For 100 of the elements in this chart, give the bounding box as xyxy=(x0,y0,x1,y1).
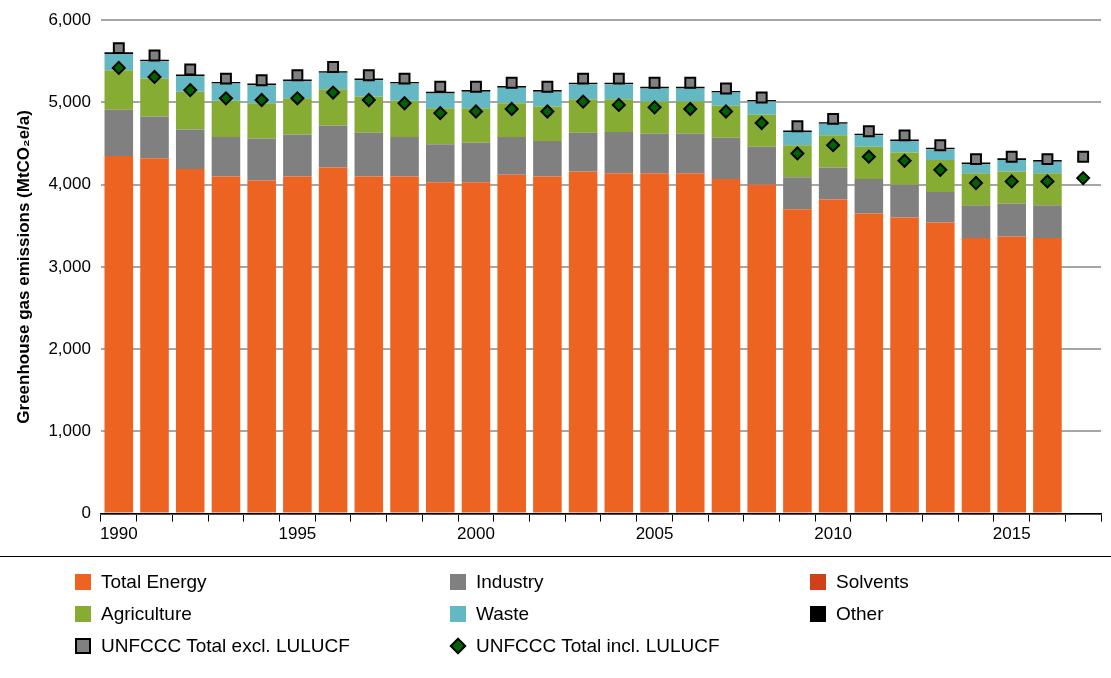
bar xyxy=(425,108,455,145)
point xyxy=(755,91,768,104)
point xyxy=(862,125,875,138)
point xyxy=(611,97,626,112)
point xyxy=(505,76,518,89)
bar xyxy=(354,176,384,513)
bar xyxy=(175,169,205,513)
point xyxy=(326,85,341,100)
bar xyxy=(247,103,276,139)
bar xyxy=(711,178,741,513)
point xyxy=(718,104,733,119)
bar xyxy=(425,93,455,109)
x-tick-label: 2015 xyxy=(992,524,1031,544)
bar xyxy=(425,144,455,183)
bar xyxy=(533,176,562,513)
bar xyxy=(568,132,598,172)
point xyxy=(647,100,662,115)
point xyxy=(468,104,483,119)
bar xyxy=(640,173,669,513)
legend-label: Waste xyxy=(476,603,530,625)
bar xyxy=(140,158,169,513)
point xyxy=(470,80,482,93)
point xyxy=(362,69,375,82)
point xyxy=(434,80,447,93)
point xyxy=(291,69,304,82)
bar xyxy=(140,116,169,159)
bar xyxy=(640,88,669,102)
bar xyxy=(961,205,991,239)
legend-label: Total Energy xyxy=(101,571,207,593)
bar xyxy=(1033,238,1062,513)
y-tick-label: 1,000 xyxy=(48,421,91,441)
bar xyxy=(318,72,348,90)
bar xyxy=(711,137,741,179)
bar xyxy=(318,125,348,168)
bar xyxy=(747,146,776,185)
bar xyxy=(318,167,348,513)
point xyxy=(1005,150,1018,163)
point xyxy=(898,129,911,142)
point xyxy=(220,72,232,85)
bar xyxy=(604,173,634,513)
bar xyxy=(890,184,919,218)
bar xyxy=(997,236,1026,513)
x-tick-label: 1990 xyxy=(99,524,138,544)
point xyxy=(683,102,698,117)
bar xyxy=(461,108,491,143)
bar xyxy=(211,136,241,177)
point xyxy=(791,120,804,133)
bar xyxy=(497,136,526,175)
point xyxy=(1040,174,1055,189)
bar xyxy=(390,83,419,101)
point xyxy=(290,91,305,106)
legend-label: Solvents xyxy=(836,571,909,593)
point xyxy=(934,139,947,152)
point xyxy=(648,76,661,89)
bar xyxy=(818,167,848,200)
y-tick-label: 2,000 xyxy=(48,338,91,358)
point xyxy=(754,115,769,130)
bar xyxy=(961,238,991,513)
point xyxy=(361,92,376,107)
y-tick-label: 0 xyxy=(81,503,91,523)
bar xyxy=(533,141,562,177)
bar xyxy=(104,155,134,513)
bar xyxy=(140,78,169,117)
bar xyxy=(568,171,598,513)
bar xyxy=(354,132,384,177)
bar xyxy=(533,91,562,107)
bar xyxy=(818,123,848,136)
point xyxy=(148,49,161,62)
bar xyxy=(175,129,205,170)
point xyxy=(576,94,591,109)
point xyxy=(1041,153,1054,166)
point xyxy=(720,82,732,95)
bar xyxy=(604,84,634,100)
bar xyxy=(675,133,705,174)
bar xyxy=(497,87,526,104)
bar xyxy=(283,134,312,177)
bar xyxy=(497,174,526,513)
bar xyxy=(890,217,919,513)
point xyxy=(540,104,555,119)
bar xyxy=(211,100,241,137)
point xyxy=(897,153,912,168)
bar xyxy=(640,133,669,174)
bar xyxy=(783,209,812,513)
legend-label: UNFCCC Total excl. LULUCF xyxy=(101,635,350,657)
point xyxy=(327,61,340,74)
bar xyxy=(818,199,848,513)
point xyxy=(541,80,554,93)
bar xyxy=(354,80,384,97)
bar xyxy=(461,182,491,513)
bar xyxy=(1033,205,1062,239)
bar xyxy=(211,176,241,513)
bar xyxy=(675,173,705,513)
bar xyxy=(175,91,205,130)
bar xyxy=(961,164,991,174)
legend-label: Agriculture xyxy=(101,603,192,625)
y-tick-label: 6,000 xyxy=(48,9,91,29)
legend-label: Industry xyxy=(476,571,544,593)
x-tick-label: 2005 xyxy=(635,524,674,544)
bar xyxy=(997,203,1026,237)
bar xyxy=(854,213,884,513)
